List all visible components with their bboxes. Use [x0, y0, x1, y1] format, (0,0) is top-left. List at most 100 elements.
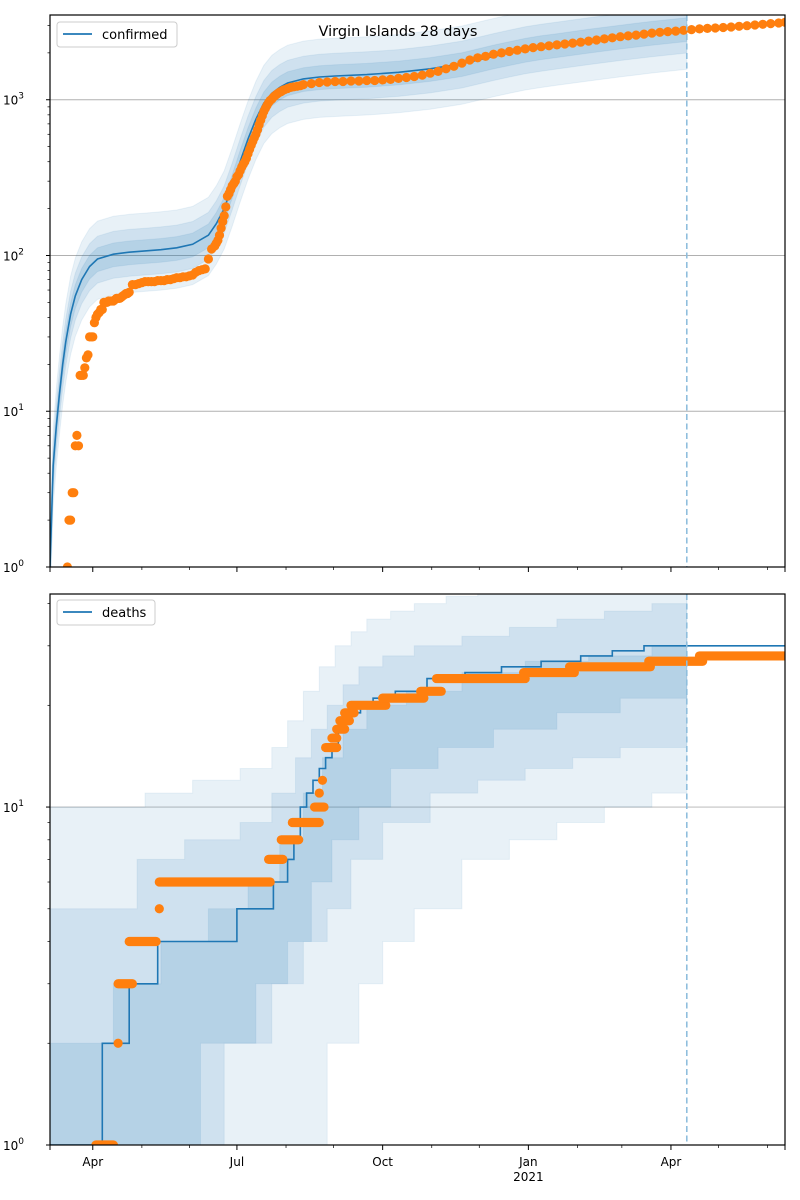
observed-point [584, 36, 594, 46]
confirmed-uncertainty-bands [50, 15, 688, 567]
observed-point [221, 202, 231, 212]
observed-point [354, 76, 364, 86]
observed-point [449, 61, 459, 71]
observed-point [457, 58, 467, 68]
legend-box [56, 21, 178, 48]
observed-point [62, 562, 72, 567]
observed-point [409, 71, 419, 82]
y-tick-exponent: 1 [18, 403, 24, 413]
deaths-axes-frame [49, 593, 786, 1146]
observed-point [536, 42, 546, 52]
observed-point [83, 350, 93, 360]
y-tick-label: 101 [3, 799, 24, 815]
observed-point [520, 44, 530, 54]
observed-point [322, 77, 332, 87]
observed-point [97, 304, 107, 315]
confirmed-gridlines [50, 99, 785, 412]
uncertainty-band-outer [50, 15, 688, 567]
observed-point [473, 53, 483, 63]
observed-point [338, 76, 348, 87]
confirmed-axes-frame [49, 14, 786, 568]
observed-point [663, 27, 673, 37]
x-tick-label: Jan [518, 1155, 538, 1169]
x-tick-label: Apr [661, 1155, 682, 1169]
observed-point [647, 28, 657, 38]
observed-point [66, 515, 76, 525]
observed-point [441, 64, 451, 74]
legend-box [56, 599, 156, 626]
observed-point [544, 41, 554, 51]
observed-point [496, 48, 507, 58]
observed-point [393, 73, 404, 83]
x-tick-year-label: 2021 [513, 1170, 544, 1184]
observed-point [679, 25, 689, 35]
observed-point [607, 33, 617, 43]
observed-point [214, 230, 225, 240]
observed-point [317, 775, 328, 785]
uncertainty-band-middle [50, 596, 688, 1145]
observed-point [560, 39, 570, 49]
observed-point [72, 430, 82, 440]
observed-point [378, 75, 388, 85]
observed-point [314, 77, 324, 88]
deaths-observed-points [91, 651, 785, 1145]
y-tick-exponent: 2 [18, 247, 24, 257]
observed-point [203, 254, 213, 264]
observed-point [710, 23, 720, 33]
observed-point [88, 332, 98, 342]
observed-point [615, 32, 625, 42]
uncertainty-band-inner [50, 17, 688, 567]
observed-point [568, 38, 578, 48]
observed-point [219, 211, 229, 221]
observed-point [599, 34, 610, 44]
y-tick-label: 100 [3, 1137, 24, 1153]
legend-label-confirmed: confirmed [102, 28, 168, 43]
observed-point [69, 488, 79, 498]
observed-point [734, 21, 744, 31]
x-tick-label: Oct [372, 1155, 393, 1169]
observed-point [154, 904, 164, 914]
observed-point [362, 75, 372, 86]
observed-point [631, 30, 641, 40]
observed-point [591, 35, 602, 45]
observed-point [552, 40, 562, 50]
observed-point [504, 46, 514, 57]
observed-point [694, 24, 705, 34]
observed-point [766, 19, 776, 29]
observed-point [671, 26, 681, 36]
observed-point [718, 22, 728, 33]
observed-point [481, 51, 491, 61]
observed-point [425, 68, 435, 78]
legend-label-deaths: deaths [102, 606, 147, 621]
deaths-legend: deaths [56, 599, 156, 626]
observed-point [528, 43, 538, 53]
deaths-uncertainty-bands [50, 594, 688, 1145]
confirmed-x-axis [49, 567, 786, 572]
observed-point [623, 31, 633, 41]
observed-point [686, 25, 697, 35]
y-tick-exponent: 1 [18, 799, 24, 809]
uncertainty-band-outer [50, 594, 688, 1145]
observed-point [346, 76, 356, 86]
observed-point [73, 441, 84, 451]
y-tick-label: 100 [3, 559, 24, 575]
chart-title: Virgin Islands 28 days [319, 24, 478, 40]
observed-point [78, 370, 88, 380]
observed-point [298, 80, 308, 90]
observed-point [639, 29, 649, 39]
x-tick-label: Apr [82, 1155, 103, 1169]
uncertainty-band-middle [50, 15, 688, 567]
observed-point [512, 45, 522, 55]
confirmed-legend: confirmed [56, 21, 178, 48]
y-tick-label: 103 [3, 92, 24, 108]
observed-point [750, 20, 760, 30]
observed-point [370, 75, 380, 86]
confirmed-observed-points [62, 17, 785, 567]
observed-point [200, 264, 210, 274]
observed-point [80, 363, 90, 373]
observed-point [401, 72, 411, 83]
observed-point [702, 23, 713, 33]
